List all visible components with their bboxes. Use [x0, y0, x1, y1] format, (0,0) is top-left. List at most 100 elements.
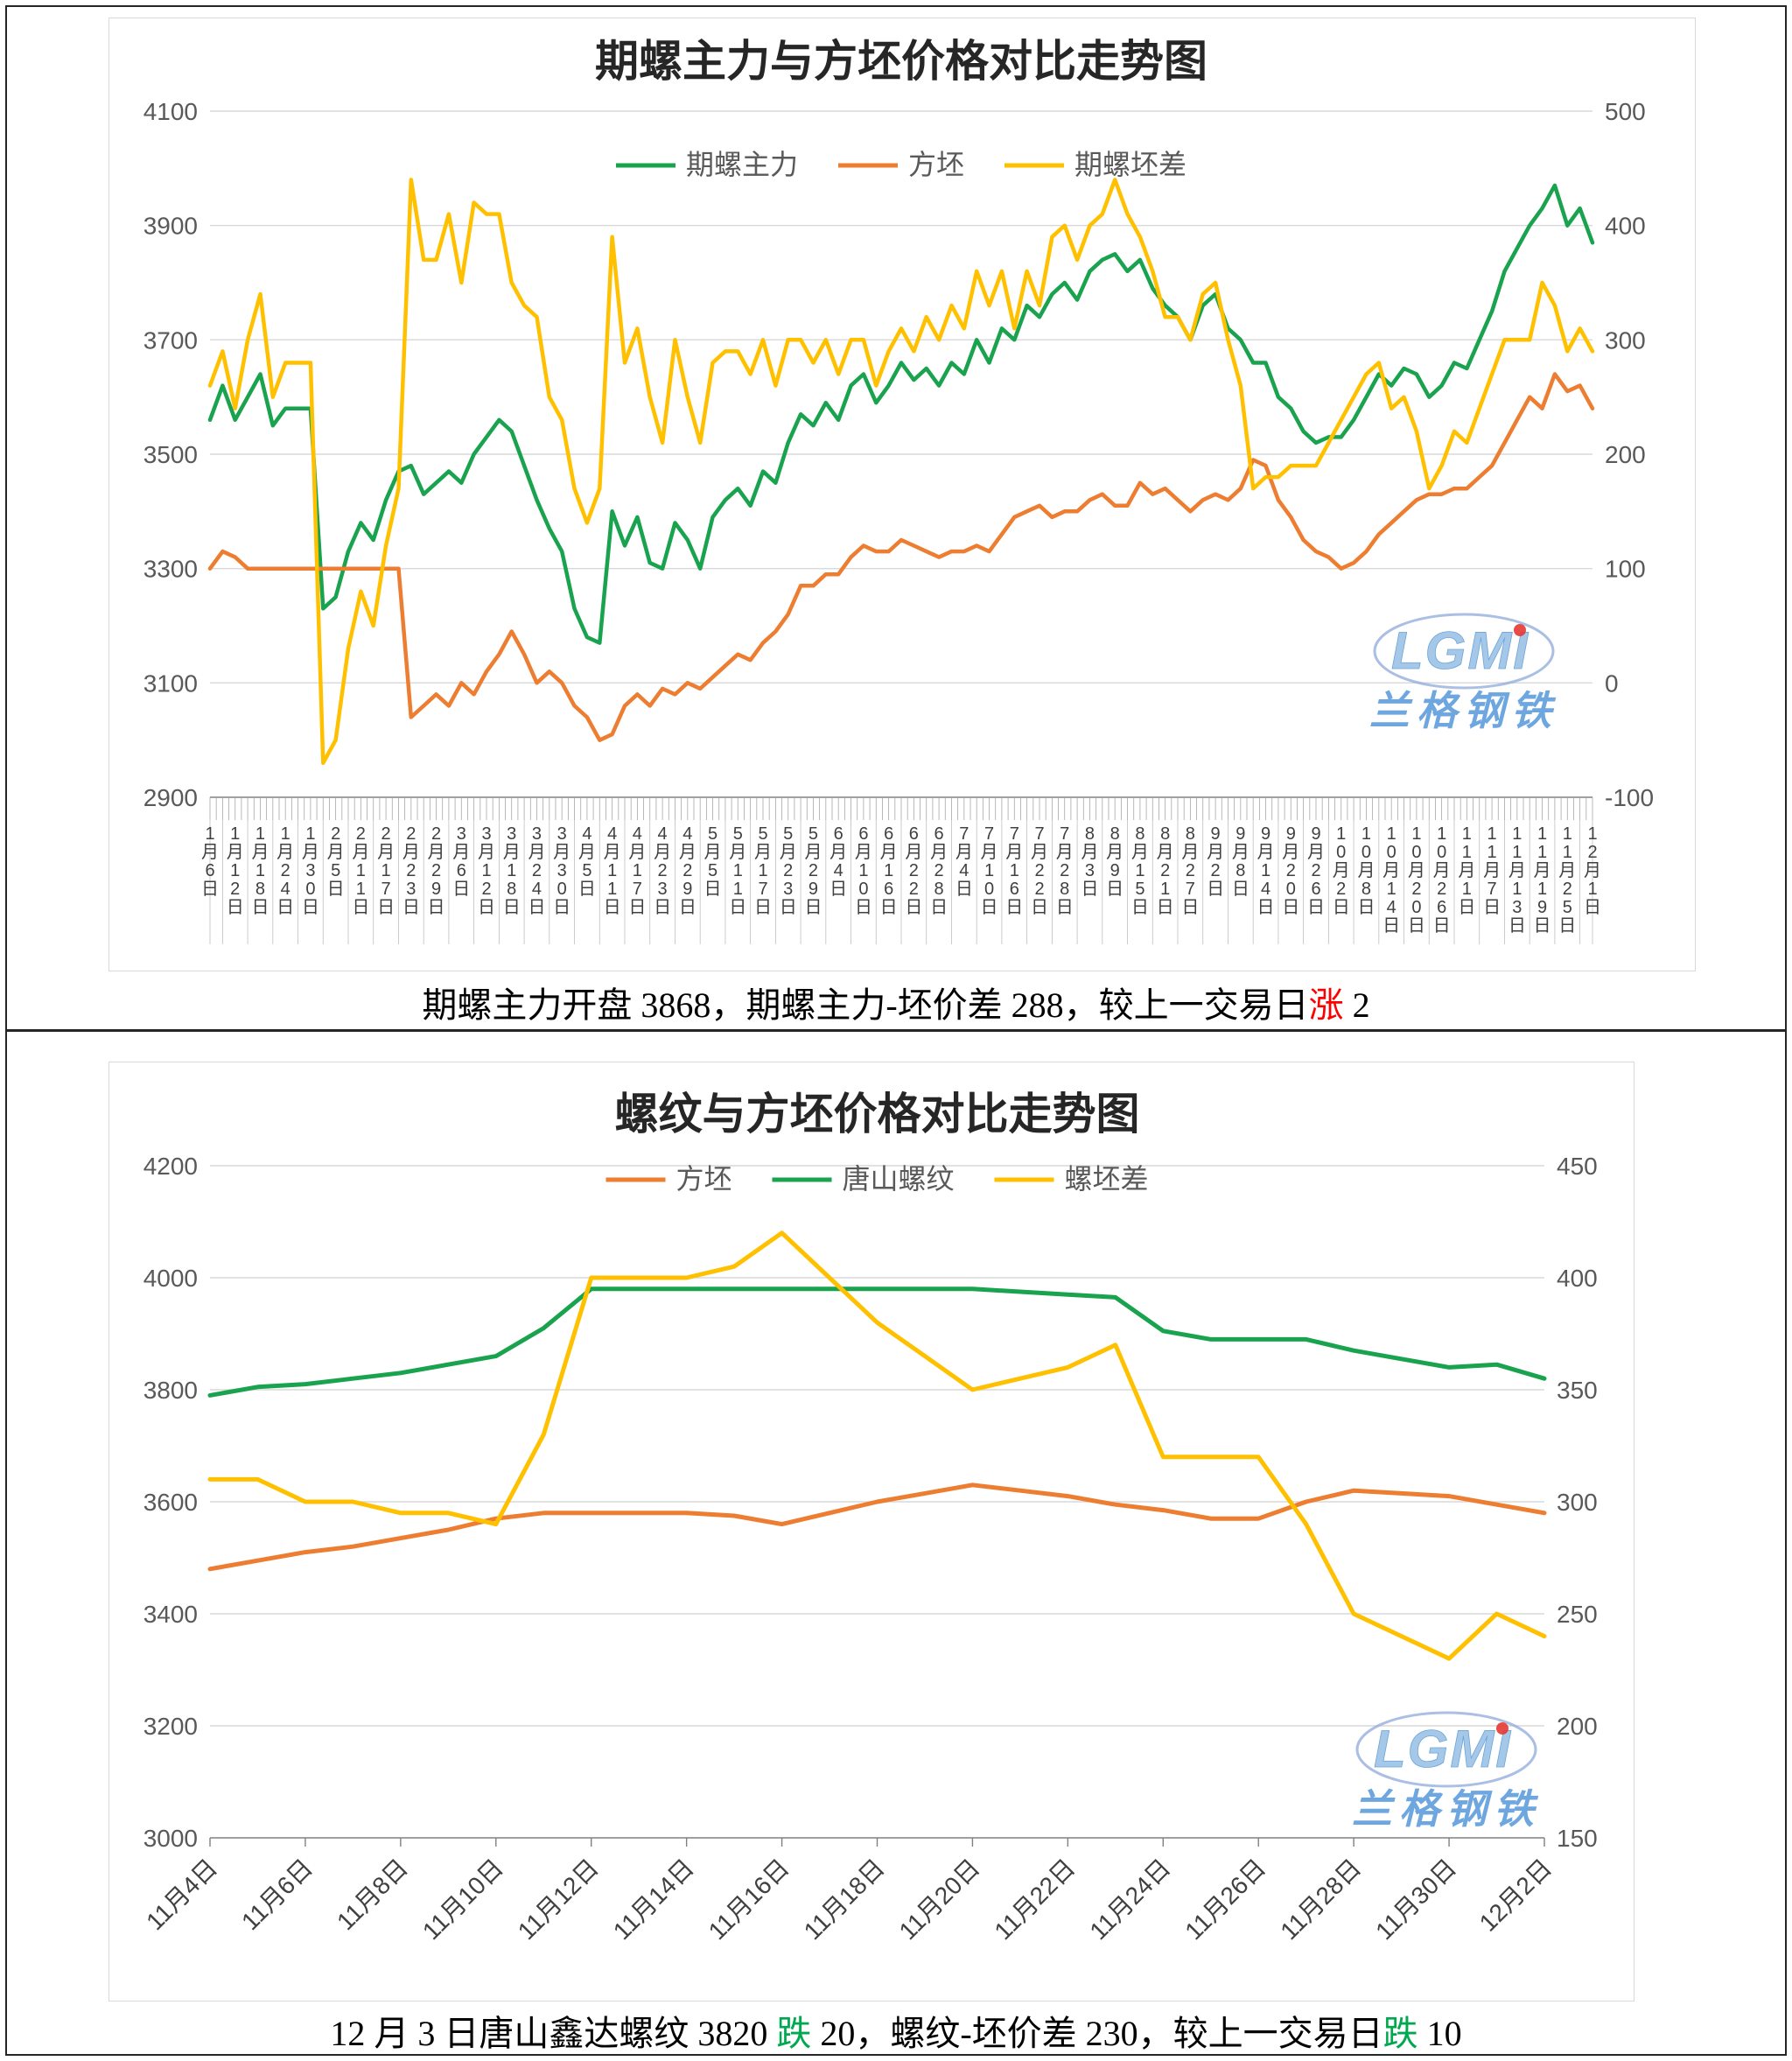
- svg-text:螺纹与方坯价格对比走势图: 螺纹与方坯价格对比走势图: [615, 1090, 1140, 1139]
- svg-text:3900: 3900: [144, 213, 198, 240]
- svg-text:11月12日: 11月12日: [513, 1854, 604, 1945]
- svg-text:3300: 3300: [144, 556, 198, 583]
- svg-text:1月6日: 1月6日: [201, 824, 219, 899]
- svg-text:期螺主力与方坯价格对比走势图: 期螺主力与方坯价格对比走势图: [595, 37, 1208, 86]
- svg-text:11月22日: 11月22日: [990, 1854, 1081, 1945]
- svg-text:12月2日: 12月2日: [1474, 1854, 1558, 1937]
- svg-text:4000: 4000: [144, 1265, 198, 1292]
- svg-text:4100: 4100: [144, 98, 198, 125]
- svg-text:0: 0: [1605, 669, 1619, 697]
- svg-text:11月8日: 11月8日: [332, 1854, 413, 1935]
- svg-text:1月24日: 1月24日: [276, 824, 294, 917]
- series-lines: [207, 1230, 1547, 1661]
- lgmi-brand-text: 兰格钢铁: [1369, 688, 1558, 733]
- legend-label-1: 唐山螺纹: [843, 1163, 955, 1195]
- legend: 方坯 唐山螺纹 螺坯差: [606, 1163, 1149, 1195]
- rebar-chart-frame: 3000 3200 3400 3600 3800 4000 4200 150 200 250 300…: [108, 1062, 1634, 2001]
- svg-text:150: 150: [1557, 1825, 1598, 1852]
- legend-label-2: 螺坯差: [1065, 1163, 1149, 1195]
- caption-segment: 20，螺纹-坯价差 230，较上一交易日: [811, 2014, 1383, 2053]
- lgmi-logo-text: LGMI: [1391, 621, 1530, 680]
- legend: 期螺主力 方坯 期螺坯差: [616, 149, 1186, 180]
- svg-text:11月28日: 11月28日: [1275, 1854, 1366, 1945]
- caption-segment: 12 月 3 日唐山鑫达螺纹 3820: [330, 2014, 777, 2053]
- svg-text:3000: 3000: [144, 1825, 198, 1852]
- chart-title: 期螺主力与方坯价格对比走势图: [595, 37, 1208, 86]
- svg-text:11月6日: 11月6日: [236, 1854, 318, 1935]
- svg-text:11月10日: 11月10日: [417, 1854, 508, 1945]
- report-page: 2900 3100 3300 3500 3700 3900 4100 -100 0 100 200 3…: [5, 5, 1787, 2056]
- svg-text:450: 450: [1557, 1153, 1598, 1180]
- svg-text:100: 100: [1605, 556, 1646, 583]
- svg-text:1月30日: 1月30日: [302, 824, 319, 917]
- lgmi-logo-text: LGMI: [1374, 1720, 1512, 1778]
- caption-segment: 跌: [1382, 2014, 1418, 2053]
- svg-text:250: 250: [1557, 1601, 1598, 1628]
- svg-text:11月16日: 11月16日: [704, 1854, 794, 1945]
- svg-text:11月4日: 11月4日: [141, 1854, 222, 1935]
- lgmi-watermark: LGMI 兰格钢铁: [1352, 1711, 1541, 1832]
- caption-segment: 2: [1343, 985, 1370, 1025]
- legend-label-2: 期螺坯差: [1074, 149, 1186, 180]
- y-axis-right-labels: -100 0 100 200 300 400 500: [1605, 98, 1654, 811]
- lgmi-watermark: LGMI 兰格钢铁: [1369, 613, 1558, 733]
- svg-text:3400: 3400: [144, 1601, 198, 1628]
- svg-text:11月24日: 11月24日: [1084, 1854, 1175, 1945]
- rebar-vs-billet-chart: 3000 3200 3400 3600 3800 4000 4200 150 200 250 300…: [141, 1090, 1598, 1945]
- futures-chart-frame: 2900 3100 3300 3500 3700 3900 4100 -100 0 100 200 3…: [108, 18, 1696, 971]
- lgmi-red-dot: [1496, 1722, 1508, 1735]
- svg-text:300: 300: [1557, 1489, 1598, 1516]
- svg-text:200: 200: [1557, 1713, 1598, 1740]
- svg-text:3700: 3700: [144, 326, 198, 354]
- lgmi-brand-text: 兰格钢铁: [1352, 1786, 1541, 1832]
- svg-text:3500: 3500: [144, 441, 198, 468]
- futures-summary-caption: 期螺主力开盘 3868，期螺主力-坯价差 288，较上一交易日涨 2: [7, 977, 1785, 1027]
- y-axis-right-labels: 150 200 250 300 350 400 450: [1557, 1153, 1598, 1852]
- caption-segment: 跌: [776, 2014, 812, 2053]
- legend-label-0: 方坯: [676, 1163, 732, 1195]
- series-line-0: [207, 183, 1595, 645]
- futures-vs-billet-chart: 2900 3100 3300 3500 3700 3900 4100 -100 0 100 200 3…: [144, 37, 1654, 944]
- caption-segment: 涨: [1308, 985, 1344, 1025]
- svg-text:400: 400: [1605, 213, 1646, 240]
- lgmi-oval: [1373, 613, 1555, 690]
- caption-segment: 期螺主力开盘 3868，期螺主力-坯价差 288，较上一交易日: [422, 985, 1309, 1025]
- svg-text:11月20日: 11月20日: [894, 1854, 985, 1945]
- svg-text:350: 350: [1557, 1377, 1598, 1404]
- svg-text:11月30日: 11月30日: [1370, 1854, 1461, 1945]
- svg-text:3800: 3800: [144, 1377, 198, 1404]
- legend-label-1: 方坯: [908, 149, 964, 180]
- series-line-2: [207, 1230, 1547, 1661]
- gridlines: [210, 1165, 1544, 1727]
